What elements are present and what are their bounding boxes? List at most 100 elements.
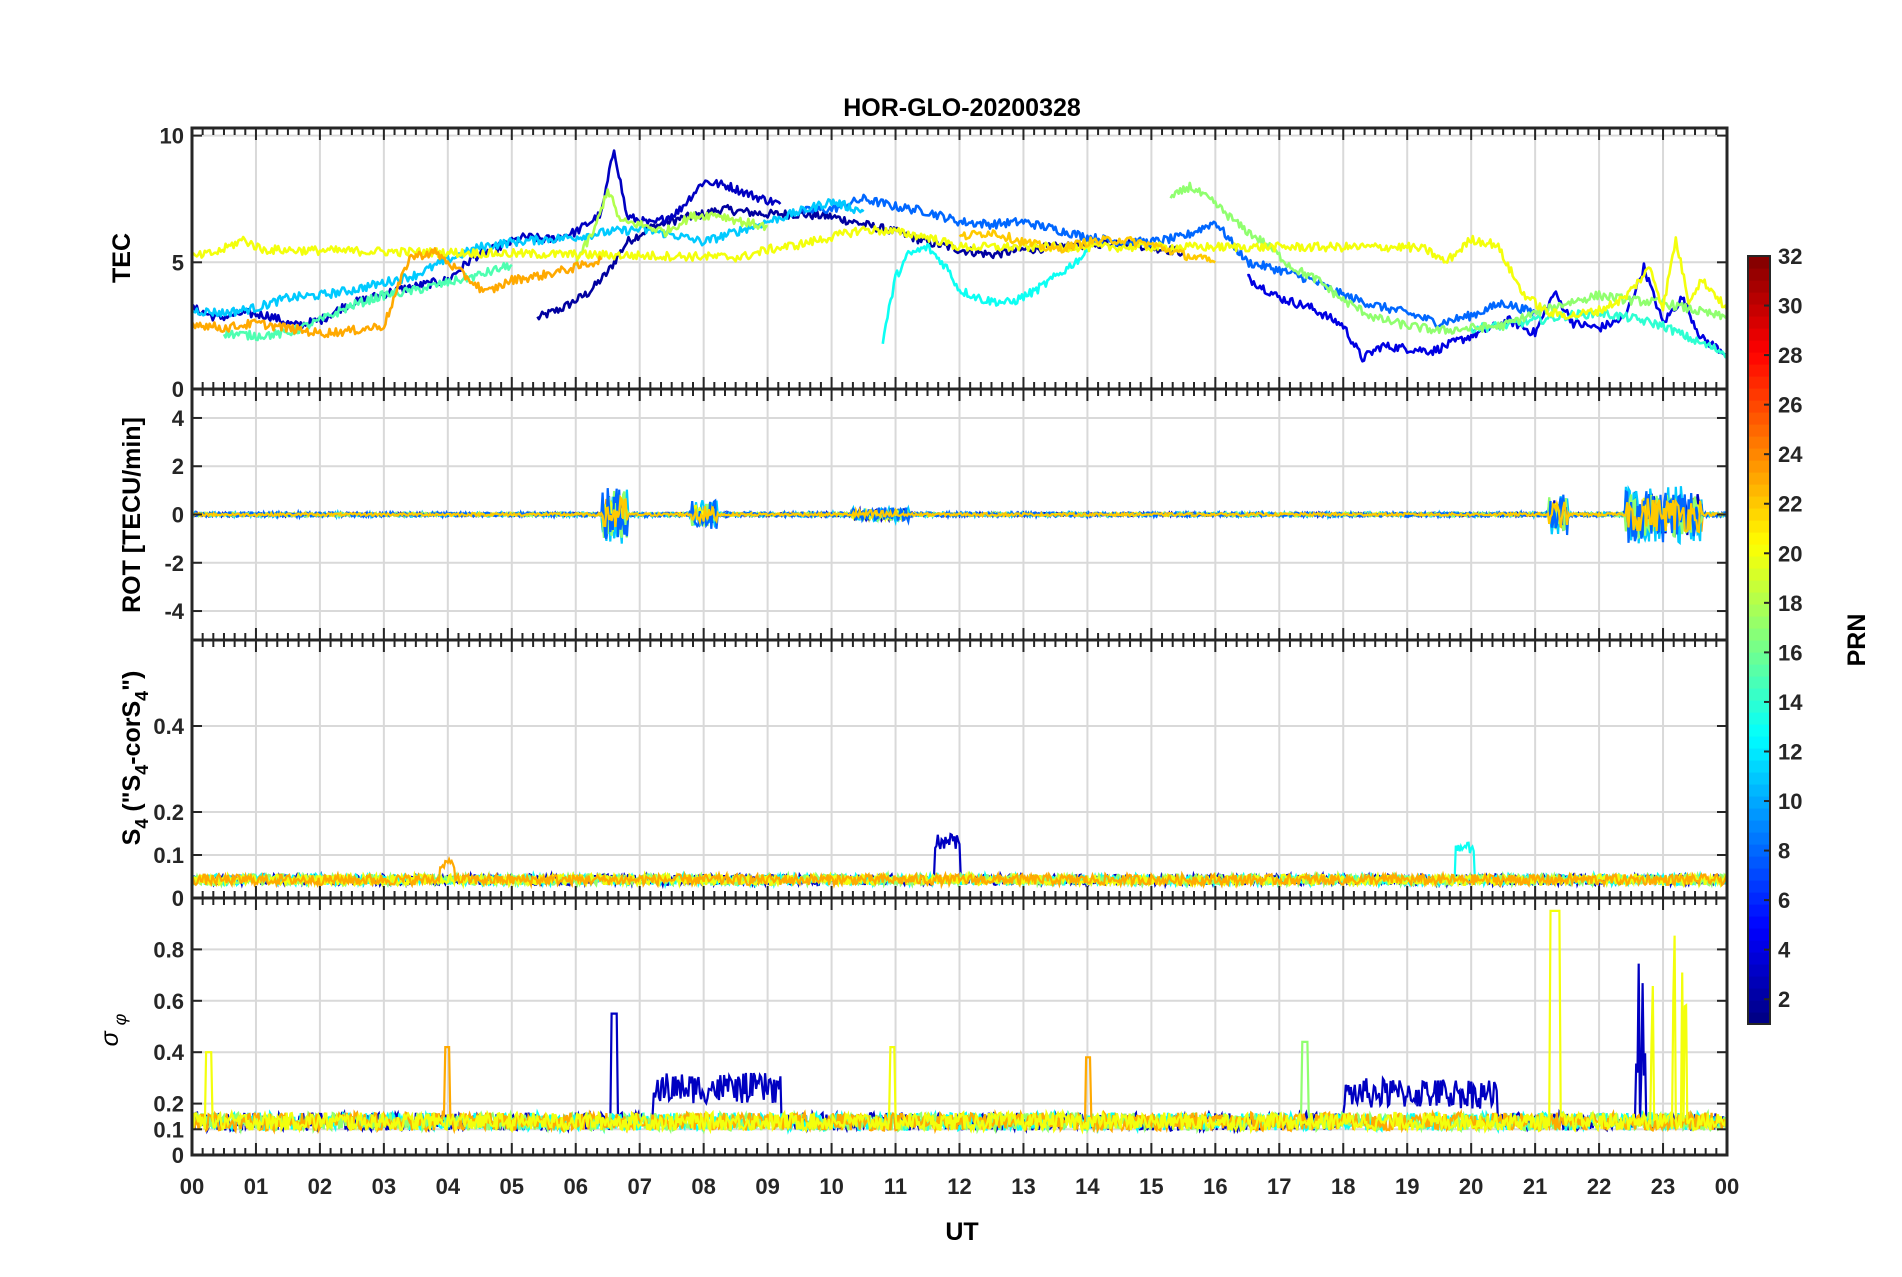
colorbar-segment [1748, 916, 1770, 929]
colorbar-segment [1748, 676, 1770, 689]
colorbar-segment [1748, 280, 1770, 293]
colorbar-segment [1748, 964, 1770, 977]
colorbar-label: PRN [1843, 614, 1871, 667]
tec-series-prn-11 [191, 198, 865, 318]
tec-series-prn-15 [222, 261, 513, 342]
x-tick-labels: 00 01 02 03 04 05 06 07 08 09 10 11 12 13 14 15 16 17 18 19… [180, 1174, 1739, 1199]
colorbar-segment [1748, 1012, 1770, 1025]
colorbar-segment [1748, 580, 1770, 593]
colorbar-segment [1748, 772, 1770, 785]
sigma-y-tick-label: 0 [172, 1143, 184, 1168]
colorbar-segment [1748, 724, 1770, 737]
colorbar-tick-label: 14 [1778, 690, 1803, 715]
colorbar-segment [1748, 688, 1770, 701]
colorbar-segment [1748, 460, 1770, 473]
colorbar-segment [1748, 652, 1770, 665]
colorbar-segment [1748, 940, 1770, 953]
x-tick-label: 18 [1331, 1174, 1355, 1199]
s4-y-tick-label: 0.2 [153, 800, 184, 825]
x-tick-label: 07 [627, 1174, 651, 1199]
rot-y-ticks: -4 -2 0 2 4 [164, 406, 1727, 624]
tec-y-tick-label: 5 [172, 250, 184, 275]
rot-y-tick-label: -2 [164, 551, 184, 576]
colorbar-tick-label: 20 [1778, 541, 1802, 566]
colorbar-segment [1748, 604, 1770, 617]
colorbar-segment [1748, 808, 1770, 821]
colorbar-segment [1748, 844, 1770, 857]
colorbar-segment [1748, 508, 1770, 521]
x-tick-label: 15 [1139, 1174, 1163, 1199]
x-tick-label: 01 [244, 1174, 268, 1199]
x-tick-label: 02 [308, 1174, 332, 1199]
colorbar-segment [1748, 568, 1770, 581]
tec-series-prn-13 [881, 242, 1089, 344]
colorbar-tick-label: 18 [1778, 591, 1802, 616]
tec-y-ticks: 0 5 10 [160, 124, 1727, 402]
colorbar-segment [1748, 352, 1770, 365]
x-tick-label: 21 [1523, 1174, 1547, 1199]
colorbar-segment [1748, 616, 1770, 629]
colorbar-segment [1748, 736, 1770, 749]
colorbar-segment [1748, 472, 1770, 485]
sigma-series-prn-20 [190, 909, 1728, 1135]
colorbar-segment [1748, 1000, 1770, 1013]
rot-y-tick-label: 0 [172, 503, 184, 528]
colorbar-tick-label: 28 [1778, 343, 1802, 368]
rot-y-tick-label: 2 [172, 454, 184, 479]
colorbar-segment [1748, 328, 1770, 341]
colorbar-segment [1748, 640, 1770, 653]
x-tick-label: 10 [819, 1174, 843, 1199]
colorbar-segment [1748, 412, 1770, 425]
colorbar-tick-label: 24 [1778, 442, 1803, 467]
s4-y-ticks: 0 0.1 0.2 0.4 [153, 714, 1727, 911]
colorbar-segment [1748, 400, 1770, 413]
tec-series-prn-23 [190, 247, 603, 339]
colorbar-segment [1748, 904, 1770, 917]
colorbar-segment [1748, 592, 1770, 605]
colorbar-segment [1748, 424, 1770, 437]
tec-series-prn-8 [798, 193, 1537, 329]
colorbar-segment [1748, 628, 1770, 641]
s4-y-tick-label: 0.1 [153, 843, 184, 868]
x-tick-label: 16 [1203, 1174, 1227, 1199]
colorbar-segment [1748, 748, 1770, 761]
colorbar-tick-label: 26 [1778, 393, 1802, 418]
tec-ylabel: TEC [108, 233, 136, 283]
tec-series-group [190, 149, 1729, 363]
x-tick-label: 11 [884, 1174, 907, 1199]
colorbar-segment [1748, 376, 1770, 389]
x-tick-label: 22 [1587, 1174, 1611, 1199]
colorbar-segment [1748, 820, 1770, 833]
x-tick-label: 14 [1075, 1174, 1100, 1199]
tec-series-prn-20 [191, 225, 1729, 321]
x-tick-label: 00 [1715, 1174, 1739, 1199]
sigma-y-tick-label: 0.4 [153, 1040, 184, 1065]
colorbar-segment [1748, 700, 1770, 713]
colorbar-tick-label: 22 [1778, 492, 1802, 517]
colorbar-segment [1748, 892, 1770, 905]
colorbar-frame [1747, 255, 1771, 1025]
colorbar-segment [1748, 988, 1770, 1001]
colorbar-segment [1748, 532, 1770, 545]
colorbar-segment [1748, 832, 1770, 845]
x-tick-label: 06 [564, 1174, 588, 1199]
colorbar-segment [1748, 976, 1770, 989]
colorbar-segment [1748, 760, 1770, 773]
tec-y-tick-label: 10 [160, 124, 184, 149]
colorbar-segment [1748, 796, 1770, 809]
sigma-series-group [190, 909, 1729, 1135]
colorbar-segment [1748, 340, 1770, 353]
tec-series-prn-22 [958, 229, 1216, 264]
sigma-y-tick-label: 0.8 [153, 937, 184, 962]
s4-y-tick-label: 0.4 [153, 714, 184, 739]
tec-series-prn-18 [574, 188, 769, 267]
tec-series-prn-17 [1169, 181, 1728, 335]
colorbar-tick-label: 10 [1778, 789, 1802, 814]
colorbar-segment [1748, 556, 1770, 569]
tec-panel: 0 5 10 [160, 124, 1729, 402]
x-tick-label: 08 [691, 1174, 715, 1199]
x-axis-label: UT [945, 1218, 978, 1246]
tec-series-prn-3 [191, 149, 782, 329]
tec-y-tick-label: 0 [172, 377, 184, 402]
